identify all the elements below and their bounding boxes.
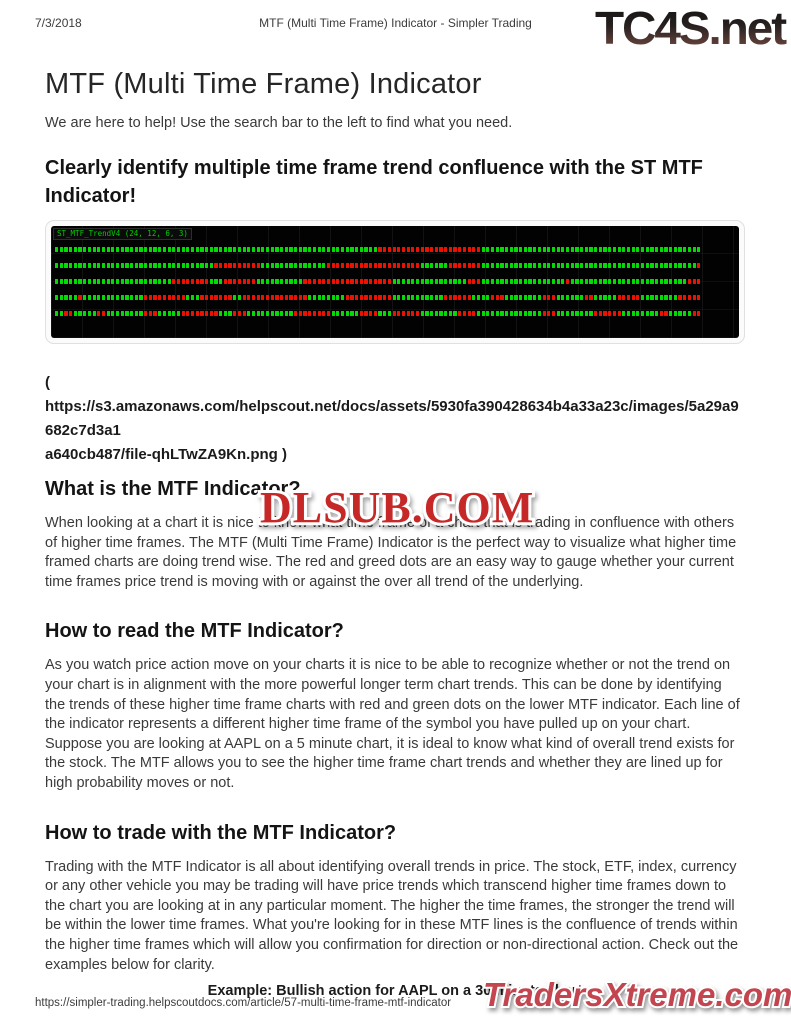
page-title: MTF (Multi Time Frame) Indicator bbox=[45, 68, 482, 100]
dlsub-watermark-graphic: DLSUB.COM bbox=[257, 480, 536, 535]
dot-row bbox=[55, 247, 739, 252]
tc4s-logo-text: TC4S.net bbox=[595, 2, 787, 54]
caption-url-line1: https://s3.amazonaws.com/helpscout.net/d… bbox=[45, 398, 739, 439]
section-body-what: When looking at a chart it is nice to kn… bbox=[45, 515, 737, 590]
print-header-title: MTF (Multi Time Frame) Indicator - Simpl… bbox=[259, 16, 532, 30]
tc4s-logo-graphic: TC4S.net bbox=[595, 2, 789, 54]
tradersxtreme-logo-text: TradersXtreme.com bbox=[483, 976, 791, 1013]
image-source-caption: ( https://s3.amazonaws.com/helpscout.net… bbox=[45, 371, 745, 467]
tradersxtreme-logo-graphic: TradersXtreme.com bbox=[481, 974, 791, 1015]
article-headline: Clearly identify multiple time frame tre… bbox=[45, 157, 703, 207]
dot-row bbox=[55, 263, 739, 268]
section-body-trade: Trading with the MTF Indicator is all ab… bbox=[45, 858, 739, 973]
dlsub-watermark: DLSUB.COM bbox=[254, 478, 562, 541]
dot-row bbox=[55, 279, 739, 284]
example-caption: Example: Bullish action for AAPL on a 30… bbox=[207, 983, 583, 1000]
print-footer-url: https://simpler-trading.helpscoutdocs.co… bbox=[35, 997, 452, 1009]
mtf-chart-image: ST_MTF_TrendV4 (24, 12, 6, 3) bbox=[45, 220, 745, 344]
dot-row bbox=[55, 311, 739, 316]
caption-url-line2: a640cb487/file-qhLTwZA9Kn.png ) bbox=[45, 446, 287, 463]
section-body-read: As you watch price action move on your c… bbox=[45, 657, 740, 791]
mtf-study-label: ST_MTF_TrendV4 (24, 12, 6, 3) bbox=[53, 228, 192, 240]
tradersxtreme-logo: TradersXtreme.com bbox=[479, 968, 791, 1025]
article: MTF (Multi Time Frame) Indicator We are … bbox=[45, 62, 745, 999]
dot-row bbox=[55, 295, 739, 300]
caption-open-paren: ( bbox=[45, 374, 50, 391]
section-heading-what: What is the MTF Indicator? bbox=[45, 478, 301, 500]
intro-text: We are here to help! Use the search bar … bbox=[45, 115, 513, 131]
dlsub-watermark-text: DLSUB.COM bbox=[260, 483, 534, 532]
section-heading-trade: How to trade with the MTF Indicator? bbox=[45, 821, 397, 844]
section-heading-read: How to read the MTF Indicator? bbox=[45, 620, 344, 643]
print-date: 7/3/2018 bbox=[35, 16, 82, 30]
tc4s-logo: TC4S.net bbox=[593, 2, 789, 59]
mtf-panel: ST_MTF_TrendV4 (24, 12, 6, 3) bbox=[51, 226, 739, 338]
